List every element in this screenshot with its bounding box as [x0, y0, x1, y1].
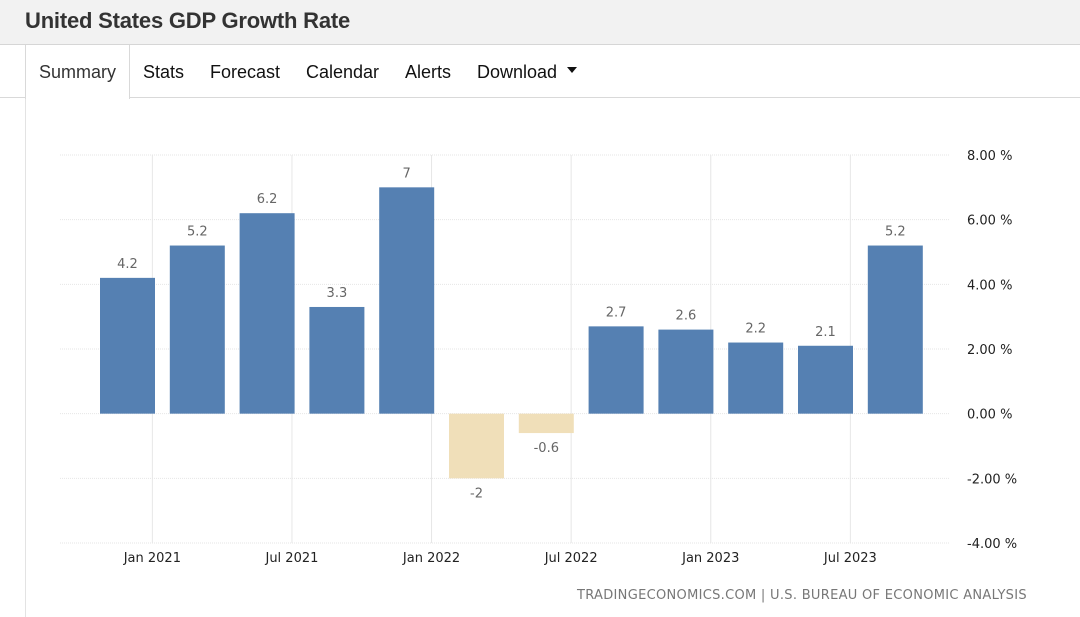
tab-calendar-label: Calendar — [306, 62, 380, 82]
data-label: 2.6 — [676, 309, 697, 324]
tab-bar — [0, 45, 1080, 98]
x-tick-label: Jan 2022 — [402, 551, 460, 566]
data-label: 6.2 — [257, 192, 278, 207]
data-label: 5.2 — [885, 225, 906, 240]
tab-summary-label: Summary — [38, 62, 116, 82]
bar[interactable] — [518, 413, 574, 434]
data-label: -0.6 — [534, 441, 559, 456]
bar[interactable] — [100, 277, 155, 414]
tab-forecast-label: Forecast — [210, 62, 281, 82]
data-label: 3.3 — [327, 286, 348, 301]
tab-stats-label: Stats — [143, 62, 185, 82]
data-label: 4.2 — [117, 257, 138, 272]
x-tick-label: Jul 2023 — [823, 551, 877, 566]
bar[interactable] — [239, 213, 295, 414]
y-tick-label: 0.00 % — [967, 408, 1012, 423]
tab-forecast[interactable]: Forecast — [210, 45, 280, 98]
data-label: 2.2 — [745, 322, 766, 337]
bar[interactable] — [449, 413, 504, 479]
bar[interactable] — [588, 326, 644, 414]
tab-summary[interactable]: Summary — [25, 45, 130, 99]
bar[interactable] — [658, 329, 714, 414]
data-label: 2.7 — [606, 305, 627, 320]
axis-layer: 8.00 % 6.00 % 4.00 % 2.00 % 0.00 % -2.00 % -4.… — [123, 149, 1017, 566]
x-tick-label: Jan 2023 — [681, 551, 739, 566]
tab-download-label: Download — [477, 62, 558, 82]
tab-alerts[interactable]: Alerts — [405, 45, 451, 98]
data-label: 2.1 — [815, 325, 836, 340]
bar[interactable] — [379, 187, 435, 414]
data-label: 5.2 — [187, 225, 208, 240]
tab-stats[interactable]: Stats — [143, 45, 184, 98]
bar-layer — [100, 187, 923, 479]
bar[interactable] — [728, 342, 784, 414]
data-label: -2 — [470, 486, 483, 501]
data-label: 7 — [403, 166, 411, 181]
chart-panel — [25, 98, 1080, 617]
y-tick-label: 2.00 % — [967, 343, 1012, 358]
bar[interactable] — [309, 306, 365, 414]
x-tick-label: Jul 2021 — [264, 551, 318, 566]
y-tick-label: -4.00 % — [967, 537, 1017, 552]
y-tick-label: 6.00 % — [967, 214, 1012, 229]
bar[interactable] — [798, 345, 853, 414]
tab-download[interactable]: Download — [477, 45, 578, 98]
x-tick-label: Jul 2022 — [544, 551, 598, 566]
y-tick-label: 8.00 % — [967, 149, 1012, 164]
source-credit[interactable]: TRADINGECONOMICS.COM | U.S. BUREAU OF EC… — [577, 588, 1027, 603]
page-header: United States GDP Growth Rate — [0, 0, 1080, 45]
bar[interactable] — [867, 245, 923, 414]
chevron-down-icon — [567, 67, 578, 74]
page-title: United States GDP Growth Rate — [25, 8, 351, 33]
value-label-layer: 4.2 5.2 6.2 3.3 7 -2 -0.6 2.7 2.6 2.2 2.1 5.2 — [117, 166, 905, 501]
tab-bar-divider — [0, 97, 1080, 98]
tab-calendar[interactable]: Calendar — [306, 45, 379, 98]
y-tick-label: 4.00 % — [967, 278, 1012, 293]
tab-alerts-label: Alerts — [405, 62, 452, 82]
y-tick-label: -2.00 % — [967, 472, 1017, 487]
bar[interactable] — [169, 245, 225, 414]
x-tick-label: Jan 2021 — [123, 551, 181, 566]
